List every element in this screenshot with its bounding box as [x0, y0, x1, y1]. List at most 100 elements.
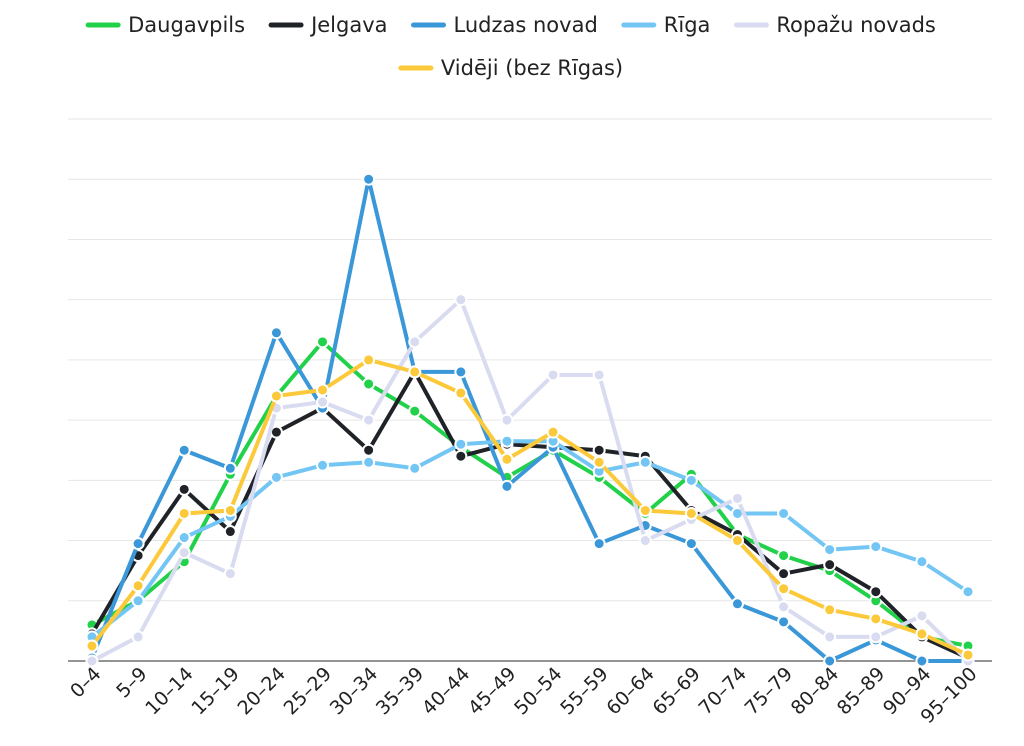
data-point[interactable]	[316, 395, 330, 409]
data-point[interactable]	[638, 534, 652, 548]
x-tick-label: 75–79	[741, 663, 797, 719]
data-point[interactable]	[408, 461, 422, 475]
series-line	[90, 369, 970, 660]
data-point[interactable]	[869, 630, 883, 644]
data-point[interactable]	[362, 172, 376, 186]
series-line	[90, 357, 970, 657]
data-point[interactable]	[777, 615, 791, 629]
data-point[interactable]	[823, 558, 837, 572]
data-point[interactable]	[777, 600, 791, 614]
legend-label: Daugavpils	[128, 13, 245, 37]
data-point[interactable]	[869, 585, 883, 599]
data-point[interactable]	[638, 455, 652, 469]
data-point[interactable]	[362, 353, 376, 367]
data-point[interactable]	[454, 386, 468, 400]
data-point[interactable]	[85, 654, 99, 668]
data-point[interactable]	[408, 404, 422, 418]
data-point[interactable]	[408, 335, 422, 349]
data-point[interactable]	[177, 531, 191, 545]
legend-item-ludzas-novad[interactable]: Ludzas novad	[411, 13, 598, 37]
data-point[interactable]	[777, 549, 791, 563]
data-point[interactable]	[777, 567, 791, 581]
data-point[interactable]	[730, 534, 744, 548]
data-point[interactable]	[869, 612, 883, 626]
data-point[interactable]	[592, 368, 606, 382]
legend-label: Rīga	[664, 13, 711, 37]
series-line	[90, 439, 970, 639]
data-point[interactable]	[223, 567, 237, 581]
data-point[interactable]	[592, 443, 606, 457]
data-point[interactable]	[454, 437, 468, 451]
data-point[interactable]	[730, 597, 744, 611]
data-point[interactable]	[823, 654, 837, 668]
legend-item-ropazu-novads[interactable]: Ropažu novads	[733, 13, 936, 37]
data-point[interactable]	[777, 506, 791, 520]
legend-item-jelgava[interactable]: Jelgava	[268, 13, 388, 37]
data-point[interactable]	[546, 425, 560, 439]
data-point[interactable]	[131, 579, 145, 593]
legend-item-riga[interactable]: Rīga	[621, 13, 711, 37]
data-point[interactable]	[915, 555, 929, 569]
data-point[interactable]	[823, 603, 837, 617]
data-point[interactable]	[131, 630, 145, 644]
data-point[interactable]	[362, 455, 376, 469]
x-tick-label: 35–39	[372, 663, 428, 719]
data-point[interactable]	[915, 654, 929, 668]
data-point[interactable]	[131, 594, 145, 608]
data-point[interactable]	[915, 609, 929, 623]
data-point[interactable]	[454, 449, 468, 463]
data-point[interactable]	[454, 293, 468, 307]
data-point[interactable]	[500, 452, 514, 466]
data-point[interactable]	[316, 458, 330, 472]
x-tick-label: 80–84	[787, 663, 843, 719]
data-point[interactable]	[961, 585, 975, 599]
data-point[interactable]	[500, 479, 514, 493]
series-jelgava	[85, 365, 975, 665]
legend-item-daugavpils[interactable]: Daugavpils	[85, 13, 245, 37]
data-point[interactable]	[362, 443, 376, 457]
data-point[interactable]	[500, 413, 514, 427]
data-point[interactable]	[638, 503, 652, 517]
data-point[interactable]	[223, 461, 237, 475]
data-point[interactable]	[823, 543, 837, 557]
data-point[interactable]	[500, 434, 514, 448]
data-point[interactable]	[316, 335, 330, 349]
series-line	[90, 297, 970, 663]
legend-label: Vidēji (bez Rīgas)	[441, 56, 623, 80]
data-point[interactable]	[823, 630, 837, 644]
data-point[interactable]	[177, 506, 191, 520]
data-point[interactable]	[592, 455, 606, 469]
series-videji-bez-rigas	[85, 353, 975, 662]
x-tick-label: 25–29	[280, 663, 336, 719]
data-point[interactable]	[316, 383, 330, 397]
data-point[interactable]	[684, 506, 698, 520]
data-point[interactable]	[362, 377, 376, 391]
data-point[interactable]	[85, 639, 99, 653]
x-tick-label: 30–34	[326, 663, 382, 719]
data-point[interactable]	[362, 413, 376, 427]
data-point[interactable]	[269, 470, 283, 484]
x-tick-label: 85–89	[833, 663, 889, 719]
data-point[interactable]	[684, 473, 698, 487]
x-tick-label: 5–9	[112, 663, 151, 702]
data-point[interactable]	[177, 482, 191, 496]
data-point[interactable]	[454, 365, 468, 379]
data-point[interactable]	[269, 389, 283, 403]
data-point[interactable]	[546, 368, 560, 382]
data-point[interactable]	[961, 648, 975, 662]
data-point[interactable]	[223, 503, 237, 517]
data-point[interactable]	[915, 627, 929, 641]
data-point[interactable]	[408, 365, 422, 379]
legend-item-videji-bez-rigas[interactable]: Vidēji (bez Rīgas)	[398, 56, 623, 80]
data-point[interactable]	[684, 537, 698, 551]
data-point[interactable]	[592, 537, 606, 551]
data-point[interactable]	[131, 537, 145, 551]
data-point[interactable]	[269, 326, 283, 340]
data-point[interactable]	[223, 525, 237, 539]
data-point[interactable]	[730, 491, 744, 505]
data-point[interactable]	[177, 546, 191, 560]
data-point[interactable]	[777, 582, 791, 596]
data-point[interactable]	[177, 443, 191, 457]
data-point[interactable]	[869, 540, 883, 554]
